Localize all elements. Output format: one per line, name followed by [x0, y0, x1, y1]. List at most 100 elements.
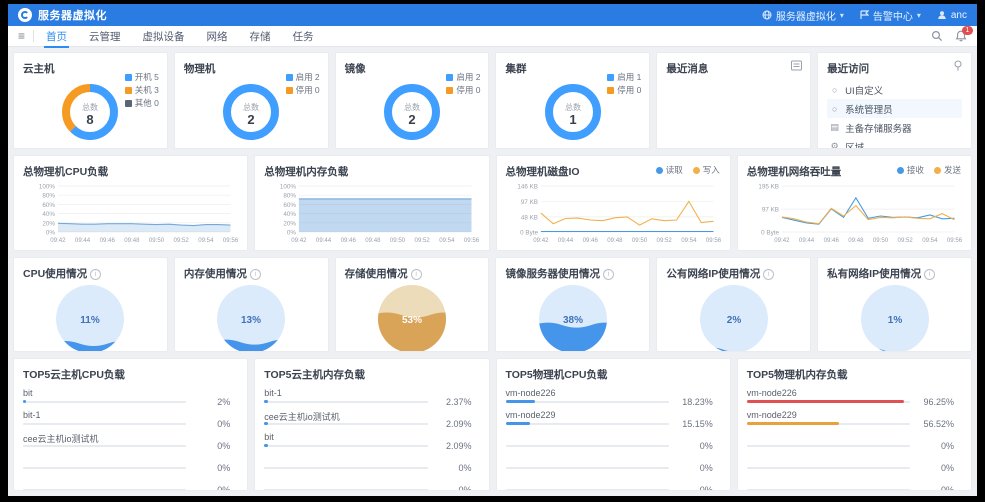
svg-text:09:50: 09:50 [873, 237, 889, 244]
storage-usage-gauge: 53% [345, 283, 480, 351]
legend-item: 读取 [655, 164, 683, 176]
svg-text:8: 8 [87, 112, 94, 127]
bar-track [505, 422, 669, 425]
svg-text:09:44: 09:44 [75, 237, 91, 244]
top5-vm-memory-bars: bit-1 2.37% cee云主机io测试机 2.09% bit 2.09% 0% 0% [264, 387, 479, 490]
area-chart-svg: 0% 20% 40% 60% 80% 100% 09:42 09:44 09:46 09:48 09… [39, 183, 239, 244]
bar-track [746, 400, 910, 403]
tab-tasks[interactable]: 任务 [292, 30, 314, 43]
bar-track [505, 445, 669, 447]
svg-text:09:44: 09:44 [557, 237, 573, 244]
pin-icon[interactable] [953, 60, 963, 71]
card-disk-io-chart: 总物理机磁盘IO 读取 写入 0 Byte 48 KB 97 KB 146 KB 09:4… [495, 155, 731, 251]
bar-value: 0% [217, 485, 231, 491]
tab-virtual-devices[interactable]: 虚拟设备 [142, 30, 185, 43]
top5-bar-row: bit 2.09% [264, 431, 479, 453]
bar-label: bit-1 [264, 388, 282, 398]
divider [33, 30, 35, 42]
disk-io-area-chart: 0 Byte 48 KB 97 KB 146 KB 09:42 09:44 09:46 09:… [506, 180, 721, 250]
gauge-svg: 2% [699, 285, 768, 351]
card-title: CPU使用情况 [23, 268, 88, 280]
bar-value: 2.09% [445, 441, 472, 451]
card-title: 镜像服务器使用情况 [505, 268, 600, 280]
svg-text:60%: 60% [42, 202, 55, 209]
info-icon[interactable]: i [602, 269, 614, 280]
quicknav-item-ui-custom[interactable]: ○ UI自定义 [827, 80, 962, 99]
donut-svg: 总数8 [62, 84, 119, 140]
top5-vm-cpu-bars: bit 2% bit-1 0% cee云主机io测试机 0% 0% 0% [23, 387, 238, 491]
card-title: 总物理机CPU负载 [23, 166, 109, 178]
svg-text:09:44: 09:44 [316, 237, 332, 244]
svg-text:20%: 20% [42, 220, 55, 227]
svg-text:48 KB: 48 KB [520, 214, 537, 221]
storage-icon: ▤ [830, 122, 839, 132]
menu-icon[interactable]: ≡ [18, 29, 26, 43]
card-title: 集群 [505, 63, 527, 75]
info-icon[interactable]: i [924, 269, 936, 280]
bar-label: cee云主机io测试机 [23, 434, 99, 444]
bar-track [264, 400, 428, 403]
bar-track [746, 467, 910, 469]
legend-item: 开机 5 [124, 71, 159, 83]
svg-text:80%: 80% [284, 193, 297, 200]
tab-home[interactable]: 首页 [44, 26, 70, 48]
svg-text:09:56: 09:56 [223, 237, 238, 244]
tab-network[interactable]: 网络 [206, 30, 228, 43]
quick-nav-list: ○UI自定义 ○系统管理员 ▤主备存储服务器 ⚙区域 ▦仓库 ◷定时快照策略管理 [827, 80, 962, 149]
svg-text:97 KB: 97 KB [762, 207, 779, 214]
card-title: 公有网络IP使用情况 [666, 268, 761, 280]
svg-text:0%: 0% [287, 229, 296, 236]
quicknav-label: 主备存储服务器 [845, 123, 912, 135]
legend-swatch-icon [124, 99, 132, 107]
bar-track [746, 422, 910, 425]
bar-fill [264, 422, 268, 425]
bar-value: 56.52% [923, 419, 954, 429]
info-icon[interactable]: i [249, 269, 261, 280]
user-menu[interactable]: anc [937, 10, 967, 21]
area-chart-svg: 0% 20% 40% 60% 80% 100% 09:42 09:44 09:46 09:48 09… [280, 183, 480, 244]
legend-item: 发送 [933, 164, 961, 176]
cloud-hosts-donut-chart: 总数 8 [23, 79, 158, 145]
search-icon[interactable] [931, 30, 943, 42]
top5-bar-row: 0% [505, 431, 721, 453]
info-icon[interactable]: i [410, 269, 422, 280]
bar-label: vm-node226 [505, 388, 556, 398]
area-chart-svg: 0 Byte 48 KB 97 KB 146 KB 09:42 09:44 09:46 09:… [517, 183, 721, 244]
tab-storage[interactable]: 存储 [249, 30, 271, 43]
quicknav-item-zone[interactable]: ⚙ 区域 [827, 137, 962, 149]
legend-dot-icon [692, 166, 700, 174]
bar-track [264, 422, 428, 425]
svg-text:09:42: 09:42 [533, 237, 549, 244]
legend-item: 停用 0 [446, 84, 480, 96]
bar-track [264, 444, 428, 447]
bell-icon[interactable]: 1 [955, 26, 973, 42]
bar-value: 2.37% [445, 397, 472, 407]
product-switcher[interactable]: 服务器虚拟化 ▾ [762, 8, 844, 23]
alert-center-menu[interactable]: 告警中心 ▾ [860, 8, 921, 23]
svg-text:20%: 20% [284, 220, 297, 227]
quicknav-item-storage[interactable]: ▤ 主备存储服务器 [827, 118, 962, 137]
tab-cloud-management[interactable]: 云管理 [89, 30, 121, 43]
card-title: 总物理机内存负载 [264, 166, 349, 178]
card-title: 总物理机磁盘IO [505, 166, 580, 178]
top5-bar-row: 0% [23, 475, 238, 491]
image-server-usage-gauge: 38% [505, 283, 640, 351]
svg-text:09:48: 09:48 [124, 237, 140, 244]
info-icon[interactable]: i [763, 269, 775, 280]
legend-item: 关机 3 [124, 84, 159, 96]
circle-icon: ○ [831, 103, 838, 114]
top5-bar-row: 0% [746, 431, 962, 453]
cpu-usage-gauge: 11% [23, 283, 158, 351]
private-ip-usage-gauge: 1% [827, 283, 962, 351]
list-icon[interactable] [791, 60, 803, 71]
svg-text:80%: 80% [42, 193, 55, 200]
bar-value: 0% [217, 419, 231, 429]
svg-text:09:54: 09:54 [198, 237, 214, 244]
quicknav-item-sys-admin[interactable]: ○ 系统管理员 [827, 99, 962, 118]
bar-track [264, 489, 428, 490]
bar-fill [264, 400, 269, 403]
quicknav-label: 区域 [845, 142, 865, 149]
svg-text:09:52: 09:52 [174, 237, 190, 244]
info-icon[interactable]: i [90, 269, 102, 280]
bar-fill [505, 422, 531, 425]
